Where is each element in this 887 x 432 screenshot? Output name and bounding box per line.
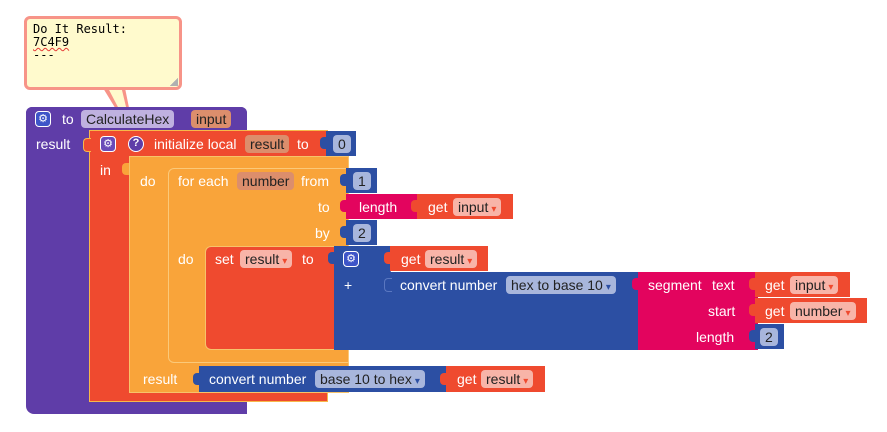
add-mutator-gear-icon[interactable]: ⚙ [343, 251, 359, 267]
convert-number-outer-label: convert number [209, 371, 307, 387]
number-field-length[interactable]: 2 [760, 328, 778, 346]
convert-number-label: convert number [400, 277, 498, 293]
set-label: set [215, 251, 234, 267]
get-label: get [765, 303, 785, 319]
mutator-gear-icon[interactable]: ⚙ [35, 111, 51, 127]
local-mutator-gear-icon[interactable]: ⚙ [100, 136, 116, 152]
get-label: get [765, 277, 785, 293]
dropdown-arrow-icon: ▾ [467, 256, 473, 267]
dropdown-arrow-icon: ▾ [414, 376, 420, 387]
local-in-label: in [100, 162, 111, 178]
segment-text-label: text [712, 277, 735, 293]
procedure-param-input[interactable]: input [191, 110, 232, 128]
segment-block[interactable] [638, 272, 758, 350]
get-var-dropdown[interactable]: result ▾ [425, 250, 478, 268]
comment-separator: --- [33, 48, 55, 62]
comment-title: Do It Result: [33, 22, 127, 36]
dropdown-arrow-icon: ▾ [282, 256, 288, 267]
dropdown-arrow-icon: ▾ [523, 376, 529, 387]
dropdown-arrow-icon: ▾ [605, 282, 611, 293]
convert-mode-dropdown[interactable]: hex to base 10 ▾ [506, 276, 616, 294]
help-icon[interactable]: ? [128, 136, 144, 152]
procedure-to-label: to [62, 111, 74, 127]
comment-result-value: 7C4F9 [33, 35, 70, 49]
segment-start-label: start [708, 303, 736, 319]
set-var-dropdown[interactable]: result ▾ [240, 250, 293, 268]
for-each-do-label: do [178, 251, 194, 267]
segment-length-label: length [696, 329, 735, 345]
initialize-local-label: initialize local [154, 136, 237, 152]
get-var-dropdown[interactable]: input ▾ [453, 198, 502, 216]
number-field-from[interactable]: 1 [353, 172, 371, 190]
convert-outer-mode-dropdown[interactable]: base 10 to hex ▾ [315, 370, 425, 388]
local-to-label: to [297, 136, 309, 152]
do-label: do [140, 173, 156, 189]
segment-label: segment [648, 277, 702, 293]
for-each-to-label: to [318, 199, 330, 215]
dropdown-arrow-icon: ▾ [491, 204, 497, 215]
get-label: get [457, 371, 477, 387]
do-result-label: result [143, 371, 178, 387]
resize-handle-icon[interactable] [170, 78, 178, 86]
plus-label: + [344, 277, 353, 293]
get-var-dropdown[interactable]: input ▾ [790, 276, 839, 294]
for-each-var-field[interactable]: number [237, 172, 295, 190]
number-field-0[interactable]: 0 [333, 135, 351, 153]
get-var-dropdown[interactable]: number ▾ [790, 302, 856, 320]
length-block[interactable] [346, 194, 417, 219]
procedure-name-field[interactable]: CalculateHex [81, 110, 175, 128]
length-label: length [359, 199, 398, 215]
number-field-by[interactable]: 2 [353, 224, 371, 242]
dropdown-arrow-icon: ▾ [845, 308, 851, 319]
get-var-dropdown[interactable]: result ▾ [481, 370, 534, 388]
local-var-name-field[interactable]: result [245, 135, 290, 153]
for-each-from-label: from [301, 173, 329, 189]
set-to-label: to [302, 251, 314, 267]
get-label: get [401, 251, 421, 267]
dropdown-arrow-icon: ▾ [828, 282, 834, 293]
do-it-result-comment[interactable]: Do It Result: 7C4F9 --- [24, 16, 182, 90]
for-each-by-label: by [315, 225, 330, 241]
procedure-result-label: result [36, 136, 71, 152]
get-label: get [428, 199, 448, 215]
for-each-label: for each [178, 173, 229, 189]
